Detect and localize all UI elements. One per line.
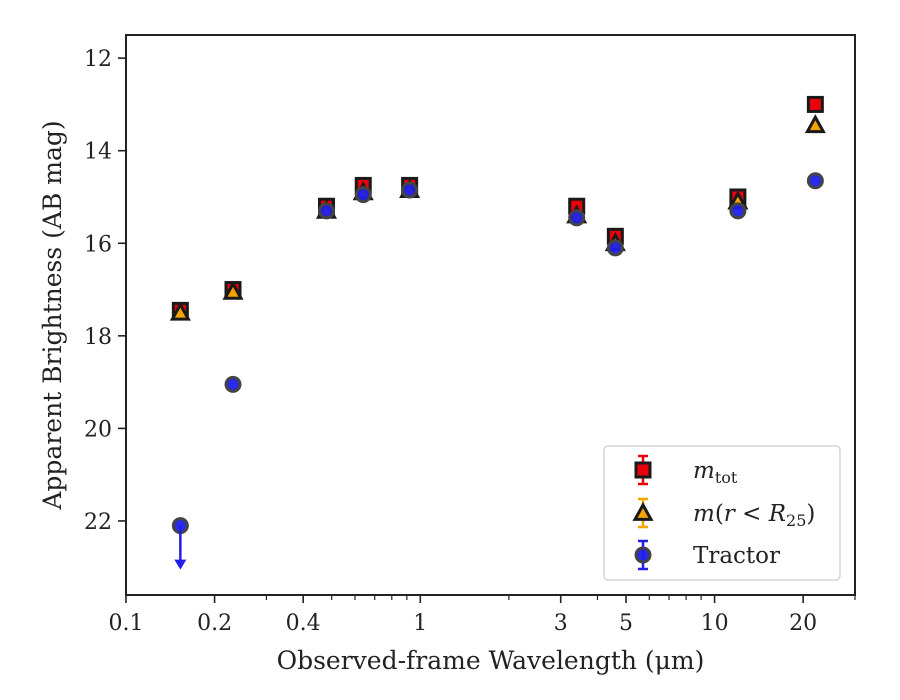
- legend-label: mtot: [693, 458, 738, 487]
- y-axis: 12 14 16 18 20 22: [84, 47, 126, 535]
- x-tick-label: 0.2: [197, 611, 232, 636]
- plot-frame: [125, 34, 856, 596]
- y-tick-label: 20: [84, 417, 112, 442]
- data-point: [806, 95, 824, 113]
- data-point: [224, 375, 242, 393]
- circle-marker: [634, 546, 652, 564]
- triangle-marker: [804, 114, 826, 134]
- circle-marker: [354, 186, 372, 204]
- x-tick-label: 0.4: [286, 611, 321, 636]
- x-tick-label: 20: [789, 611, 817, 636]
- data-point: [171, 517, 189, 570]
- data-point: [354, 186, 372, 204]
- data-point: [729, 202, 747, 220]
- data-point: [806, 172, 824, 190]
- triangle-marker: [632, 501, 654, 521]
- y-tick-label: 22: [84, 510, 112, 535]
- x-tick-label: 5: [619, 611, 633, 636]
- circle-marker: [568, 209, 586, 227]
- y-tick-label: 16: [84, 232, 112, 257]
- plot-area: [125, 34, 856, 596]
- data-markers: [169, 95, 826, 570]
- data-point: [804, 114, 826, 134]
- circle-marker: [317, 202, 335, 220]
- square-marker: [806, 95, 824, 113]
- x-tick-label: 3: [554, 611, 568, 636]
- circle-marker: [729, 202, 747, 220]
- data-point: [401, 181, 419, 199]
- legend-label: Tractor: [693, 543, 780, 569]
- y-tick-label: 12: [84, 47, 112, 72]
- data-point: [568, 209, 586, 227]
- x-axis: 0.1 0.2 0.4 1 3 5 10 20: [109, 595, 856, 636]
- legend-entry: Tractor: [634, 539, 780, 571]
- triangle-marker: [169, 301, 191, 321]
- data-point: [317, 202, 335, 220]
- legend: mtot m(r < R25) Tractor: [603, 445, 841, 581]
- y-tick-label: 14: [84, 140, 112, 165]
- data-point: [606, 239, 624, 257]
- y-tick-label: 18: [84, 325, 112, 350]
- legend-label: m(r < R25): [693, 501, 815, 530]
- data-point: [222, 280, 244, 300]
- circle-marker: [224, 375, 242, 393]
- legend-box: [603, 445, 841, 581]
- legend-entry: m(r < R25): [632, 497, 815, 530]
- circle-marker: [401, 181, 419, 199]
- circle-marker: [806, 172, 824, 190]
- circle-marker: [606, 239, 624, 257]
- x-tick-label: 1: [413, 611, 427, 636]
- data-point: [169, 301, 191, 321]
- square-marker: [634, 461, 652, 479]
- y-axis-title: Apparent Brightness (AB mag): [38, 120, 67, 510]
- x-axis-title: Observed-frame Wavelength (μm): [277, 646, 705, 675]
- triangle-marker: [222, 280, 244, 300]
- upper-limit-arrowhead: [174, 559, 187, 570]
- x-tick-label: 10: [701, 611, 729, 636]
- x-tick-label: 0.1: [109, 611, 144, 636]
- legend-entry: mtot: [634, 454, 738, 487]
